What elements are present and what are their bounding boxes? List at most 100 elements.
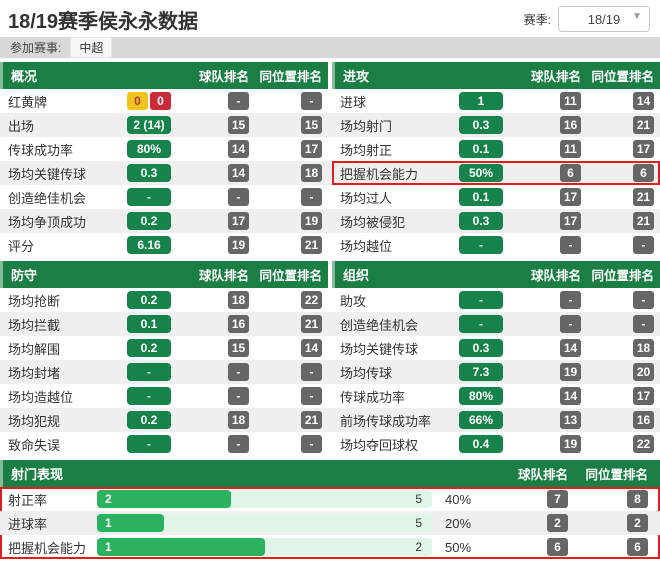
position-rank-badge: - bbox=[301, 92, 322, 110]
bar-fill: 1 bbox=[97, 514, 164, 532]
position-rank-badge: 15 bbox=[301, 116, 322, 134]
stat-value-cell: - bbox=[119, 188, 179, 206]
team-rank-badge: - bbox=[228, 435, 249, 453]
stat-half-row: 场均造越位 - - - bbox=[0, 384, 328, 408]
team-rank-cell: - bbox=[511, 291, 581, 309]
stat-label: 场均解围 bbox=[8, 341, 61, 357]
stat-label: 场均争顶成功 bbox=[8, 214, 87, 230]
position-rank-cell: 17 bbox=[581, 140, 660, 158]
position-rank-badge: 17 bbox=[633, 140, 654, 158]
stat-half-row: 场均过人 0.1 17 21 bbox=[332, 185, 660, 209]
column-header-position-rank: 同位置排名 bbox=[591, 70, 654, 84]
stat-value-cell: 7.3 bbox=[451, 363, 511, 381]
stat-half-row: 进球 1 11 14 bbox=[332, 89, 660, 113]
stat-value-badge: 0.3 bbox=[459, 212, 503, 230]
stat-value-badge: 0.3 bbox=[127, 164, 171, 182]
shooting-row: 把握机会能力 1 2 50% 6 6 bbox=[0, 535, 660, 559]
team-rank-cell: 17 bbox=[511, 212, 581, 230]
team-rank-badge: 14 bbox=[560, 339, 581, 357]
season-label: 赛季: bbox=[523, 12, 551, 27]
position-rank-cell: - bbox=[249, 188, 328, 206]
position-rank-cell: 17 bbox=[581, 387, 660, 405]
stat-value-badge: 0.3 bbox=[459, 339, 503, 357]
team-rank-badge: - bbox=[560, 291, 581, 309]
page-title: 18/19赛季侯永永数据 bbox=[8, 10, 199, 33]
position-rank-cell: - bbox=[249, 363, 328, 381]
position-rank-cell: - bbox=[581, 315, 660, 333]
stat-value-badge: - bbox=[459, 291, 503, 309]
stat-value-cell: 0.2 bbox=[119, 212, 179, 230]
position-rank-badge: 6 bbox=[627, 538, 648, 556]
stat-half-row: 场均传球 7.3 19 20 bbox=[332, 360, 660, 384]
team-rank-cell: 14 bbox=[511, 387, 581, 405]
stat-label: 出场 bbox=[8, 118, 35, 134]
stat-value-cell: - bbox=[119, 363, 179, 381]
season-select[interactable]: 18/19 ▼ bbox=[558, 6, 650, 32]
shooting-panel: 射门表现 球队排名 同位置排名 射正率 2 5 40% 7 8 进球率 1 5 20% 2 2 把握机会能力 1… bbox=[0, 460, 660, 559]
stat-label: 助攻 bbox=[340, 293, 367, 309]
position-rank-badge: - bbox=[301, 363, 322, 381]
stat-half-row: 场均争顶成功 0.2 17 19 bbox=[0, 209, 328, 233]
bar-max-value: 5 bbox=[415, 492, 422, 506]
stat-label: 传球成功率 bbox=[340, 389, 406, 405]
position-rank-cell: - bbox=[581, 236, 660, 254]
stat-row: 场均犯规 0.2 18 21 前场传球成功率 66% 13 16 bbox=[0, 408, 660, 432]
stat-value-badge: - bbox=[127, 387, 171, 405]
stat-row: 场均抢断 0.2 18 22 助攻 - - - bbox=[0, 288, 660, 312]
team-rank-cell: - bbox=[511, 315, 581, 333]
team-rank-cell: 17 bbox=[179, 212, 249, 230]
team-rank-badge: - bbox=[228, 92, 249, 110]
position-rank-cell: - bbox=[249, 435, 328, 453]
stat-value-cell: 80% bbox=[451, 387, 511, 405]
stat-value-badge: 0.1 bbox=[127, 315, 171, 333]
position-rank-cell: 18 bbox=[249, 164, 328, 182]
position-rank-cell: 22 bbox=[581, 435, 660, 453]
stat-label: 场均造越位 bbox=[8, 389, 74, 405]
team-rank-cell: 15 bbox=[179, 339, 249, 357]
stat-label: 场均关键传球 bbox=[340, 341, 419, 357]
stat-half-row: 场均越位 - - - bbox=[332, 233, 660, 257]
stat-value-badge: - bbox=[459, 315, 503, 333]
stat-half-row: 创造绝佳机会 - - - bbox=[0, 185, 328, 209]
column-header-position-rank: 同位置排名 bbox=[259, 70, 322, 84]
stat-label: 创造绝佳机会 bbox=[340, 317, 419, 333]
team-rank-badge: 19 bbox=[228, 236, 249, 254]
position-rank-badge: 2 bbox=[627, 514, 648, 532]
stat-half-row: 场均拦截 0.1 16 21 bbox=[0, 312, 328, 336]
stat-value-cell: 0.2 bbox=[119, 291, 179, 309]
stat-label: 场均关键传球 bbox=[8, 166, 87, 182]
section-headers: 概况 球队排名 同位置排名 进攻 球队排名 同位置排名 bbox=[0, 62, 660, 89]
season-selector: 赛季: 18/19 ▼ bbox=[524, 6, 650, 32]
stat-value-cell: 0.3 bbox=[451, 116, 511, 134]
team-rank-cell: 18 bbox=[179, 291, 249, 309]
stat-label: 红黄牌 bbox=[8, 94, 48, 110]
stat-label: 场均抢断 bbox=[8, 293, 61, 309]
team-rank-badge: 14 bbox=[228, 140, 249, 158]
team-rank-cell: 16 bbox=[511, 116, 581, 134]
position-rank-badge: 8 bbox=[627, 490, 648, 508]
bar-max-value: 2 bbox=[415, 540, 422, 554]
competition-chip-csl[interactable]: 中超 bbox=[70, 37, 113, 58]
team-rank-badge: 11 bbox=[560, 92, 581, 110]
position-rank-badge: 16 bbox=[633, 411, 654, 429]
team-rank-badge: 19 bbox=[560, 435, 581, 453]
position-rank-badge: - bbox=[633, 236, 654, 254]
position-rank-cell: - bbox=[581, 291, 660, 309]
stat-value-badge: 80% bbox=[127, 140, 171, 158]
stat-half-row: 场均射门 0.3 16 21 bbox=[332, 113, 660, 137]
top-bar: 18/19赛季侯永永数据 赛季: 18/19 ▼ bbox=[0, 0, 660, 37]
section-rows: 场均抢断 0.2 18 22 助攻 - - - 场均拦截 0.1 16 21 创造绝佳机会 - - - 场均解围… bbox=[0, 288, 660, 456]
team-rank-cell: 6 bbox=[511, 164, 581, 182]
stat-label: 把握机会能力 bbox=[340, 166, 419, 182]
team-rank-badge: 16 bbox=[560, 116, 581, 134]
stat-half-row: 场均关键传球 0.3 14 18 bbox=[0, 161, 328, 185]
stat-row: 场均关键传球 0.3 14 18 把握机会能力 50% 6 6 bbox=[0, 161, 660, 185]
position-rank-badge: 22 bbox=[633, 435, 654, 453]
section-title: 概况 bbox=[11, 69, 38, 84]
stat-value-badge: 0.2 bbox=[127, 212, 171, 230]
stat-label: 场均夺回球权 bbox=[340, 437, 419, 453]
stat-value-badge: 0.2 bbox=[127, 291, 171, 309]
